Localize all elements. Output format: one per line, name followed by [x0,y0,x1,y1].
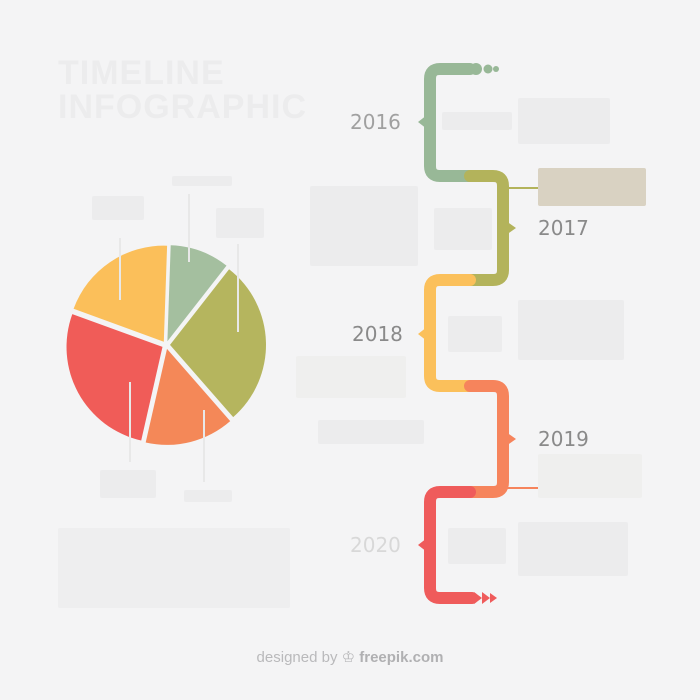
pie-label-placeholder [172,176,232,186]
year-label-2017: 2017 [538,216,589,240]
timeline-box-placeholder [296,356,406,398]
pie-slice [170,269,266,418]
timeline-connectors [505,187,538,489]
timeline-text-placeholder [310,186,418,266]
year-label-2019: 2019 [538,427,589,451]
timeline-nubs [418,115,516,552]
timeline-text-placeholder [518,522,628,576]
pie-chart [66,245,266,445]
pie-label-placeholder [92,196,144,220]
title-line-1: TIMELINE [58,54,225,92]
timeline-segment-red [424,486,478,604]
timeline-text-placeholder [434,208,492,250]
timeline-text-placeholder [442,112,512,130]
timeline-start-dots [470,63,499,75]
pie-label-placeholder [184,490,232,502]
timeline-end-arrows [474,592,497,604]
timeline-text-placeholder [318,420,424,444]
pie-slice [66,314,163,441]
credit-prefix: designed by [256,649,338,666]
pie-leader-lines [119,194,239,482]
pie-slice [145,348,231,445]
crown-icon: ♔ [341,649,356,666]
timeline-segment-green [424,63,476,182]
timeline-segment-olive [464,170,509,286]
year-label-2020: 2020 [350,533,401,557]
timeline-text-placeholder [518,98,610,144]
pie-label-placeholder [216,208,264,238]
paragraph-placeholder [58,528,290,608]
year-label-2018: 2018 [352,322,403,346]
timeline-text-placeholder [448,528,506,564]
tan-box [538,168,646,206]
credit-brand: freepik.com [359,649,444,666]
timeline-path [424,63,509,604]
credit-line: designed by ♔ freepik.com [0,648,700,666]
timeline-text-placeholder [518,300,624,360]
timeline-segment-orange [464,380,509,498]
timeline-text-placeholder [448,316,502,352]
timeline-segment-yellow [424,274,476,392]
title-line-2: INFOGRAPHIC [58,88,307,126]
timeline-box-placeholder [538,454,642,498]
year-label-2016: 2016 [350,110,401,134]
infographic-title: TIMELINE INFOGRAPHIC [58,56,307,124]
pie-slice [167,245,227,342]
pie-label-placeholder [100,470,156,498]
